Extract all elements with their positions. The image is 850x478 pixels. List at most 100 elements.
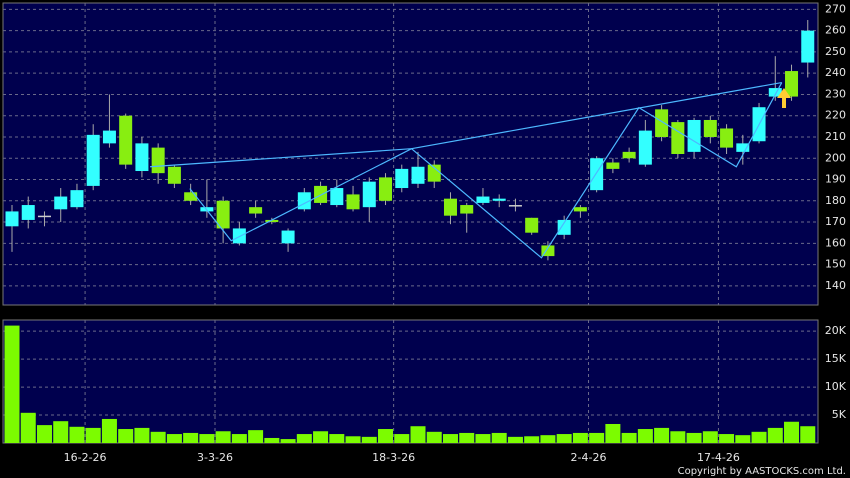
y-tick-label: 190 xyxy=(825,173,846,186)
candle-body xyxy=(54,196,68,210)
candle-body xyxy=(362,181,376,208)
y-tick-label: 15K xyxy=(825,352,847,365)
volume-bar xyxy=(36,425,52,443)
volume-bar xyxy=(361,436,377,443)
candle-body xyxy=(167,166,181,184)
volume-panel xyxy=(2,319,819,444)
y-tick-label: 20K xyxy=(825,324,847,337)
volume-bar xyxy=(280,439,296,443)
x-tick-label: 18-3-26 xyxy=(372,451,415,464)
candle-body xyxy=(703,119,717,137)
y-tick-label: 10K xyxy=(825,380,847,393)
candle-body xyxy=(265,219,279,223)
y-tick-label: 150 xyxy=(825,258,846,271)
candle-body xyxy=(508,205,522,207)
y-tick-label: 260 xyxy=(825,24,846,37)
volume-bar xyxy=(459,432,475,443)
candle-body xyxy=(720,128,734,148)
candle-body xyxy=(249,207,263,214)
candle-body xyxy=(135,143,149,172)
volume-bar xyxy=(150,431,166,443)
candle-body xyxy=(573,207,587,212)
candle-body xyxy=(5,211,19,227)
volume-bar xyxy=(183,432,199,443)
volume-bar xyxy=(572,432,588,443)
trend-line xyxy=(411,81,782,150)
volume-bar xyxy=(248,430,264,443)
candle-body xyxy=(443,198,457,216)
candle-body xyxy=(86,134,100,186)
candle-body xyxy=(151,147,165,174)
volume-bar xyxy=(101,418,117,443)
volume-bar xyxy=(621,432,637,443)
x-tick-label: 3-3-26 xyxy=(197,451,233,464)
volume-bar xyxy=(524,436,540,443)
x-tick-label: 2-4-26 xyxy=(571,451,607,464)
candle-body xyxy=(232,228,246,244)
volume-bar xyxy=(378,429,394,443)
candle-body xyxy=(671,122,685,154)
candle-body xyxy=(346,194,360,210)
volume-bar xyxy=(345,436,361,443)
volume-bar xyxy=(442,434,458,443)
candle-body xyxy=(606,162,620,169)
volume-bar xyxy=(540,435,556,443)
y-tick-label: 230 xyxy=(825,87,846,100)
candle-body xyxy=(638,130,652,165)
candle-body xyxy=(736,143,750,152)
y-tick-label: 210 xyxy=(825,130,846,143)
x-tick-label: 17-4-26 xyxy=(697,451,740,464)
candle-body xyxy=(687,119,701,152)
candle-body xyxy=(21,205,35,220)
volume-bar xyxy=(85,427,101,443)
candle-body xyxy=(427,164,441,182)
volume-bar xyxy=(605,423,621,443)
x-tick-label: 16-2-26 xyxy=(64,451,107,464)
volume-bar xyxy=(800,426,816,443)
y-tick-label: 5K xyxy=(832,408,847,421)
candle-body xyxy=(525,217,539,233)
candle-body xyxy=(460,205,474,214)
volume-bar xyxy=(53,421,69,443)
y-tick-label: 140 xyxy=(825,279,846,292)
candle-body xyxy=(590,158,604,191)
volume-bar xyxy=(69,426,85,443)
volume-bar xyxy=(231,434,247,443)
candle-body xyxy=(768,88,782,97)
volume-bar xyxy=(719,434,735,443)
volume-bar xyxy=(329,434,345,443)
volume-bar xyxy=(751,431,767,443)
volume-bar xyxy=(264,437,280,443)
volume-bar xyxy=(767,427,783,443)
volume-bar xyxy=(507,436,523,443)
volume-bar xyxy=(313,431,329,443)
candle-body xyxy=(281,230,295,244)
candle-body xyxy=(395,168,409,189)
volume-bar xyxy=(670,431,686,443)
trend-line xyxy=(189,82,783,259)
candle-body xyxy=(541,245,555,257)
candle-body xyxy=(314,185,328,203)
copyright: Copyright by AASTOCKS.com Ltd. xyxy=(678,466,846,477)
volume-bar xyxy=(589,432,605,443)
candle-body xyxy=(411,166,425,184)
candle-body xyxy=(492,198,506,201)
y-tick-label: 170 xyxy=(825,215,846,228)
y-tick-label: 240 xyxy=(825,66,846,79)
volume-bar xyxy=(394,434,410,443)
candle-body xyxy=(801,30,815,63)
volume-bar xyxy=(4,325,20,443)
y-tick-label: 180 xyxy=(825,194,846,207)
y-tick-label: 250 xyxy=(825,45,846,58)
y-tick-label: 200 xyxy=(825,151,846,164)
volume-bar xyxy=(118,429,134,443)
price-grid xyxy=(3,3,818,443)
volume-bar xyxy=(475,434,491,443)
candle-body xyxy=(70,190,84,208)
candle-body xyxy=(622,151,636,159)
candle-body xyxy=(557,219,571,235)
volume-bar xyxy=(637,429,653,443)
volume-bar xyxy=(296,434,312,443)
arrow-icon xyxy=(777,88,791,108)
